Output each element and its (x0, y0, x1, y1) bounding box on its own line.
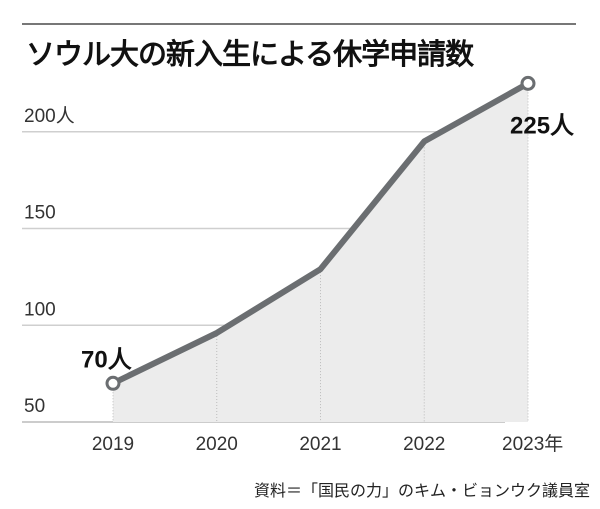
data-point-marker (520, 75, 536, 91)
source-note: 資料＝「国民の力」のキム・ビョンウク議員室 (254, 481, 590, 500)
data-label: 225人 (510, 112, 574, 139)
x-tick-label: 2021 (299, 434, 341, 455)
x-tick-label: 2022 (403, 434, 445, 455)
y-tick-label: 200人 (24, 105, 75, 127)
x-tick-label: 2020 (196, 434, 238, 455)
data-point-marker (105, 375, 121, 391)
series-line (110, 80, 531, 387)
x-tick-label: 2019 (92, 434, 134, 455)
y-tick-label: 150 (24, 203, 56, 224)
x-tick-label: 2023年 (502, 433, 563, 455)
y-tick-label: 50 (24, 396, 45, 417)
y-tick-label: 100 (24, 299, 56, 320)
data-label: 70人 (81, 346, 132, 373)
chart-title: ソウル大の新入生による休学申請数 (26, 37, 475, 71)
